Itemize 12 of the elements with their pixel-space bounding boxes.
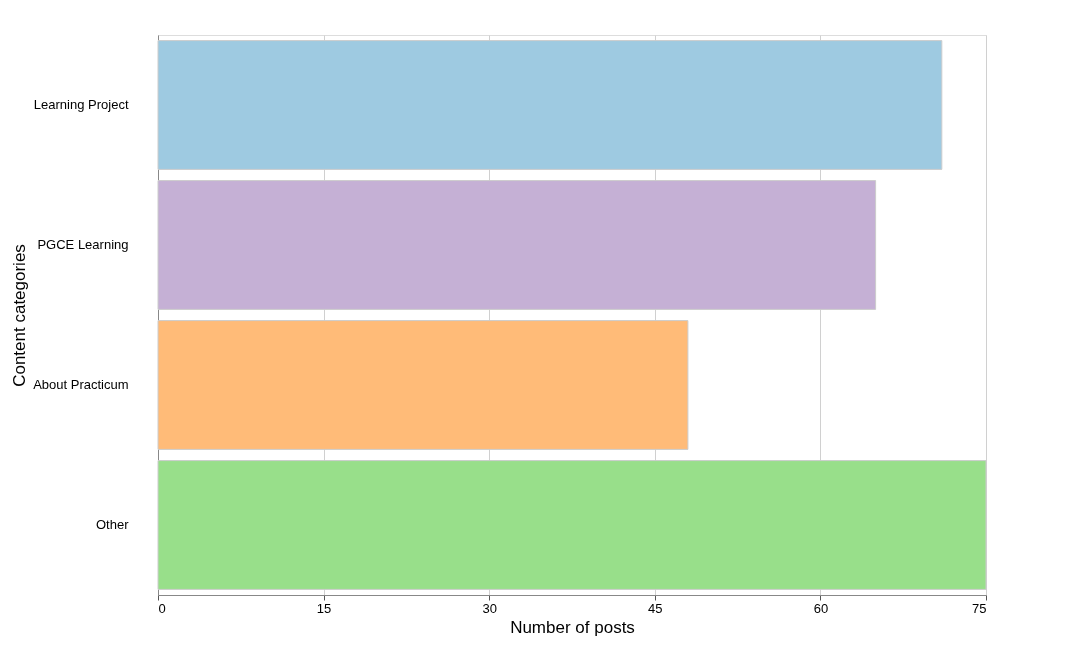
x-axis-title: Number of posts: [510, 617, 635, 637]
y-tick-label: Other: [95, 517, 130, 532]
x-tick-label: 45: [648, 600, 663, 616]
y-tick-label: Learning Project: [33, 97, 129, 112]
x-tick-label: 15: [316, 600, 332, 616]
x-tick-label: 30: [482, 600, 497, 616]
x-tick-label: 60: [813, 600, 829, 616]
x-tick-label: 0: [158, 600, 166, 616]
y-tick-label: About Practicum: [33, 377, 129, 392]
y-tick-label: PGCE Learning: [37, 237, 129, 252]
x-tick-label: 75: [972, 600, 987, 616]
y-axis-title: Content categories: [10, 244, 30, 387]
